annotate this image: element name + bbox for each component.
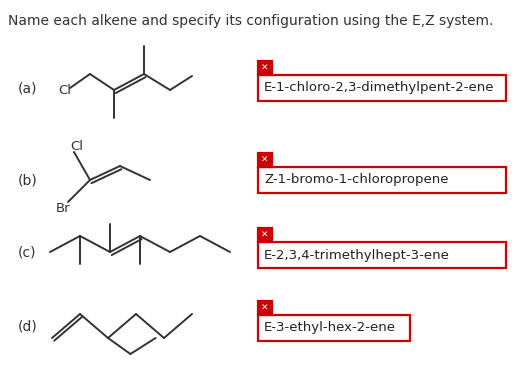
- Text: E-1-chloro-2,3-dimethylpent-2-ene: E-1-chloro-2,3-dimethylpent-2-ene: [264, 82, 494, 95]
- Bar: [258, 75, 506, 101]
- Bar: [258, 228, 272, 242]
- Text: E-2,3,4-trimethylhept-3-ene: E-2,3,4-trimethylhept-3-ene: [264, 249, 450, 262]
- Bar: [258, 315, 410, 341]
- Text: ✕: ✕: [261, 230, 269, 240]
- Text: (c): (c): [18, 245, 36, 259]
- Text: Name each alkene and specify its configuration using the E,Z system.: Name each alkene and specify its configu…: [8, 14, 493, 28]
- Text: Cl: Cl: [58, 83, 71, 96]
- Text: (d): (d): [18, 319, 38, 333]
- Text: ✕: ✕: [261, 63, 269, 72]
- Text: (a): (a): [18, 81, 38, 95]
- Text: (b): (b): [18, 173, 38, 187]
- Bar: [258, 167, 506, 193]
- Text: ✕: ✕: [261, 303, 269, 312]
- Text: Br: Br: [56, 201, 70, 214]
- Bar: [258, 242, 506, 268]
- Text: ✕: ✕: [261, 155, 269, 164]
- Text: E-3-ethyl-hex-2-ene: E-3-ethyl-hex-2-ene: [264, 322, 396, 335]
- Bar: [258, 301, 272, 315]
- Text: Cl: Cl: [70, 139, 83, 152]
- Bar: [258, 153, 272, 167]
- Text: Z-1-bromo-1-chloropropene: Z-1-bromo-1-chloropropene: [264, 174, 449, 187]
- Bar: [258, 61, 272, 75]
